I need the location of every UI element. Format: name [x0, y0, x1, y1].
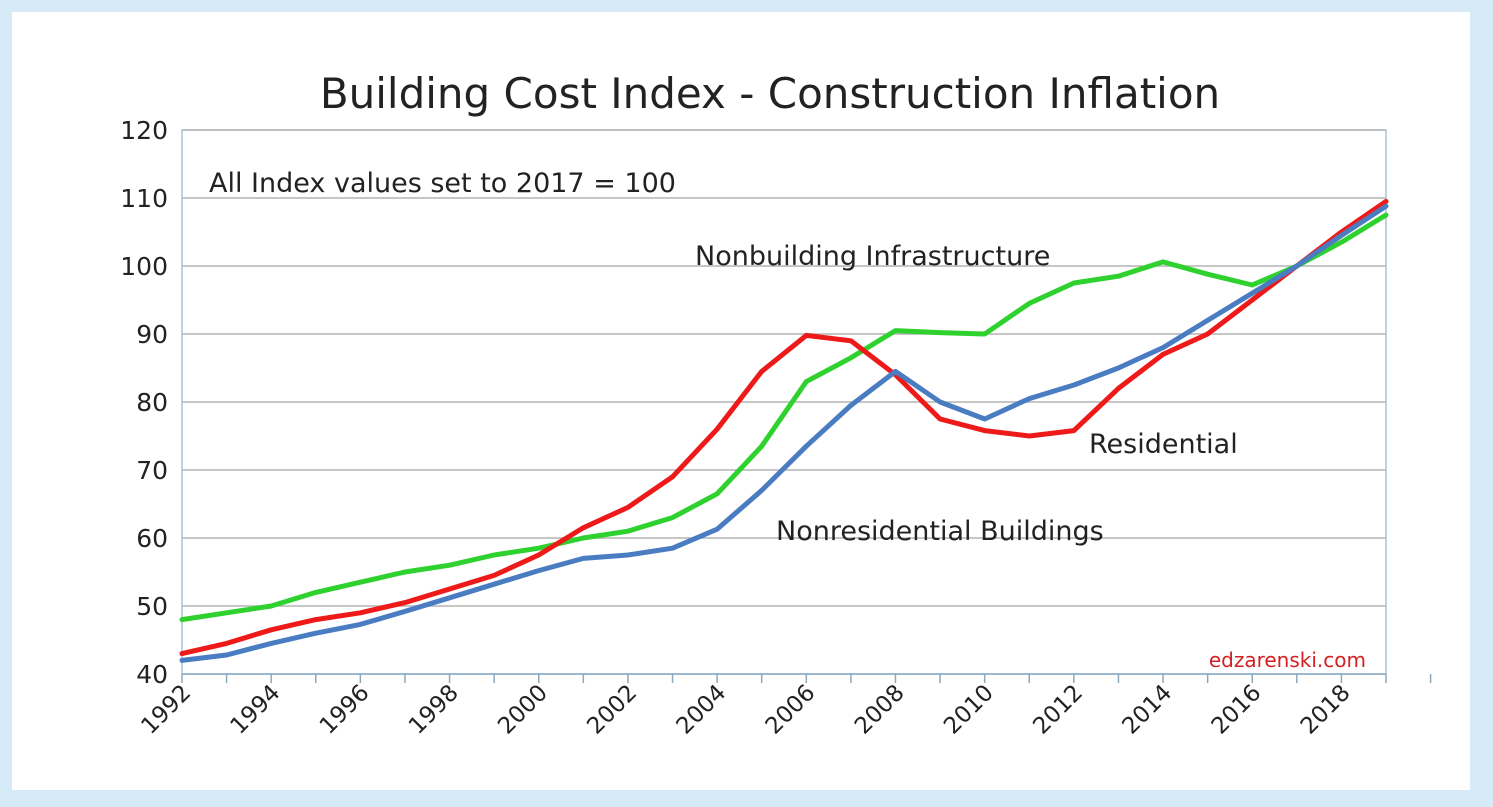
y-tick-label: 100 [120, 252, 168, 281]
x-tick-label: 2010 [939, 680, 999, 740]
y-tick-label: 40 [136, 660, 168, 689]
grid [181, 129, 1387, 675]
chart-frame: 40 50 60 70 80 90 100 110 120 1992 1994 1996 1998 20… [12, 12, 1470, 790]
x-tick-label: 2000 [493, 680, 553, 740]
x-tick-label: 2004 [672, 680, 732, 740]
x-axis: 1992 1994 1996 1998 2000 2002 2004 2006 2008 2010… [136, 673, 1432, 740]
series-label-nonbuilding: Nonbuilding Infrastructure [695, 241, 1050, 272]
y-axis: 40 50 60 70 80 90 100 110 120 [120, 116, 168, 689]
series-line-residential [179, 198, 1389, 657]
x-tick-label: 2016 [1207, 680, 1267, 740]
x-tick-label: 2006 [761, 680, 821, 740]
y-tick-label: 70 [136, 456, 168, 485]
series-line-nonresidential-buildings [179, 203, 1389, 663]
y-tick-label: 80 [136, 388, 168, 417]
y-tick-label: 60 [136, 524, 168, 553]
y-tick-label: 90 [136, 320, 168, 349]
x-tick-label: 1998 [404, 680, 464, 740]
y-tick-label: 50 [136, 592, 168, 621]
series-layer [179, 198, 1389, 663]
y-tick-label: 120 [120, 116, 168, 145]
x-tick-label: 2014 [1117, 680, 1177, 740]
x-tick-label: 2008 [850, 680, 910, 740]
chart-subtitle: All Index values set to 2017 = 100 [209, 168, 676, 199]
x-tick-label: 2018 [1296, 680, 1356, 740]
x-tick-label: 1994 [226, 680, 286, 740]
y-tick-label: 110 [120, 184, 168, 213]
chart-title: Building Cost Index - Construction Infla… [320, 69, 1220, 118]
credit-label: edzarenski.com [1209, 648, 1366, 672]
x-tick-label: 1996 [315, 680, 375, 740]
x-tick-label: 2002 [582, 680, 642, 740]
series-line-nonbuilding-infrastructure [179, 212, 1389, 623]
series-label-nonresidential: Nonresidential Buildings [776, 516, 1104, 547]
series-label-residential: Residential [1089, 429, 1238, 460]
x-tick-label: 2012 [1028, 680, 1088, 740]
